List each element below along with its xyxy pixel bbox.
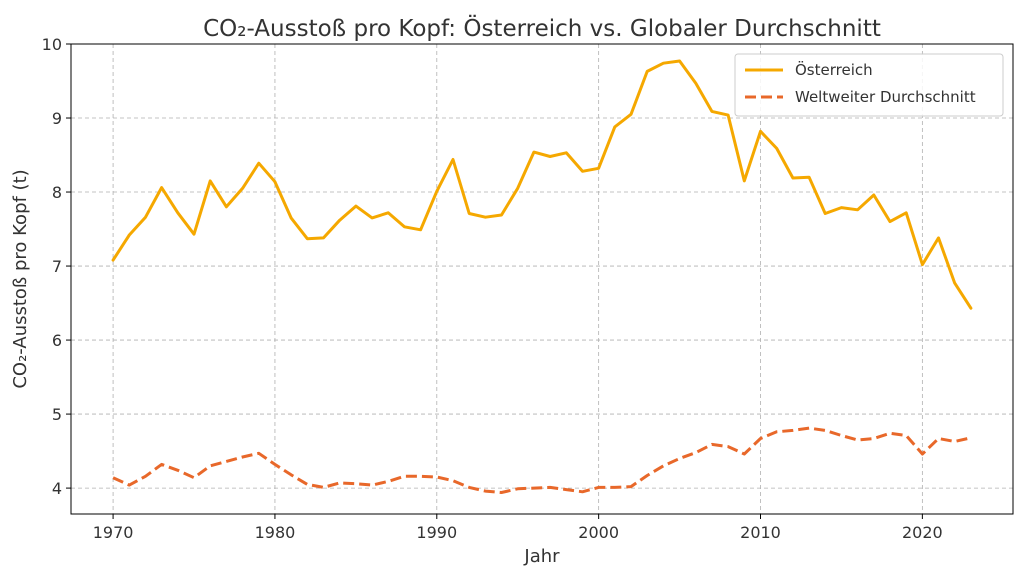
x-tick-label: 1980 xyxy=(255,523,296,542)
y-tick-label: 9 xyxy=(52,109,62,128)
y-ticks: 4 5 6 7 8 9 10 xyxy=(42,35,71,498)
y-tick-label: 7 xyxy=(52,257,62,276)
y-tick-label: 5 xyxy=(52,405,62,424)
y-tick-label: 8 xyxy=(52,183,62,202)
x-axis-label: Jahr xyxy=(523,546,560,567)
series-lines xyxy=(111,59,973,494)
y-tick-label: 4 xyxy=(52,479,62,498)
x-tick-label: 2020 xyxy=(902,523,943,542)
x-tick-label: 2010 xyxy=(740,523,781,542)
x-tick-label: 2000 xyxy=(578,523,619,542)
legend-label-austria: Österreich xyxy=(795,60,873,79)
x-tick-label: 1970 xyxy=(93,523,134,542)
legend-box xyxy=(734,53,1004,117)
legend-label-world: Weltweiter Durchschnitt xyxy=(795,88,976,106)
plot-frame xyxy=(70,43,1014,515)
chart-title: CO₂-Ausstoß pro Kopf: Österreich vs. Glo… xyxy=(203,14,881,42)
legend: Österreich Weltweiter Durchschnitt xyxy=(734,53,1004,117)
x-ticks: 1970 1980 1990 2000 2010 2020 xyxy=(93,514,943,542)
y-tick-label: 10 xyxy=(42,35,62,54)
series-line-austria xyxy=(111,59,973,310)
series-line-world xyxy=(112,426,972,494)
y-tick-label: 6 xyxy=(52,331,62,350)
x-tick-label: 1990 xyxy=(416,523,457,542)
y-axis-label: CO₂-Ausstoß pro Kopf (t) xyxy=(10,169,31,388)
